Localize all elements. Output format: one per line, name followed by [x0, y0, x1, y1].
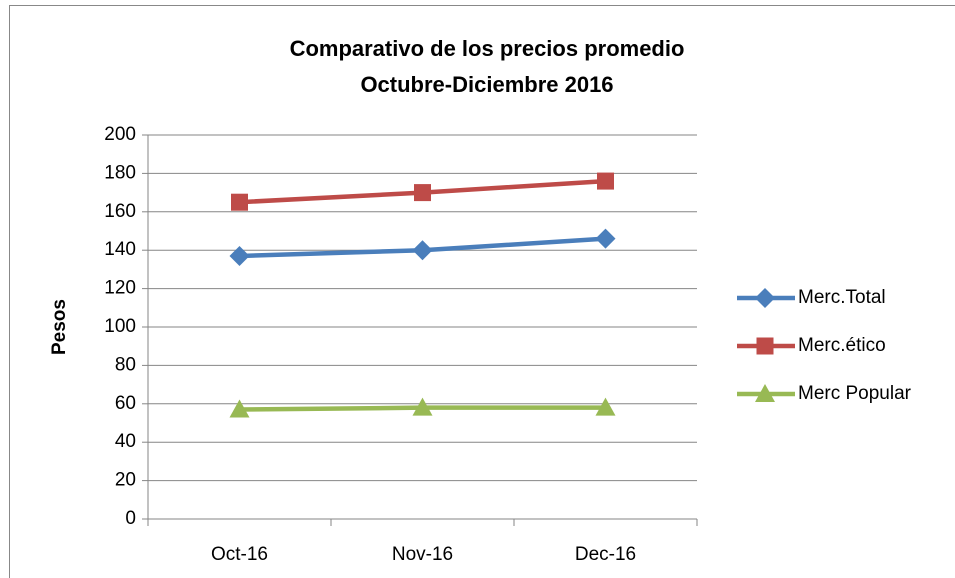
- marker: [412, 397, 433, 416]
- y-tick-label: 160: [104, 201, 136, 222]
- marker: [229, 399, 250, 418]
- marker: [414, 184, 431, 202]
- legend-marker: [755, 288, 775, 308]
- legend-label: Merc.ético: [798, 335, 886, 356]
- y-tick-label: 0: [125, 508, 136, 529]
- x-tick-label: Dec-16: [575, 544, 636, 565]
- legend-label: Merc.Total: [798, 287, 886, 308]
- marker: [597, 172, 614, 190]
- legend-marker: [756, 337, 774, 355]
- y-tick-label: 60: [115, 393, 136, 414]
- legend-label: Merc Popular: [798, 383, 912, 404]
- y-axis-label: Pesos: [49, 299, 70, 355]
- y-tick-label: 20: [115, 470, 136, 491]
- y-tick-label: 140: [104, 239, 136, 260]
- y-tick-label: 200: [104, 124, 136, 145]
- marker: [595, 228, 616, 249]
- chart-frame: [9, 5, 955, 578]
- y-tick-label: 100: [104, 316, 136, 337]
- x-tick-label: Oct-16: [211, 544, 268, 565]
- chart-title: Comparativo de los precios promedio: [290, 36, 685, 61]
- legend-marker: [755, 384, 775, 402]
- marker: [229, 245, 250, 266]
- marker: [595, 397, 616, 416]
- y-tick-label: 40: [115, 431, 136, 452]
- marker: [412, 240, 433, 261]
- x-tick-label: Nov-16: [392, 544, 453, 565]
- chart-title: Octubre-Diciembre 2016: [360, 72, 613, 97]
- marker: [231, 193, 248, 211]
- y-tick-label: 120: [104, 278, 136, 299]
- y-tick-label: 180: [104, 162, 136, 183]
- y-tick-label: 80: [115, 354, 136, 375]
